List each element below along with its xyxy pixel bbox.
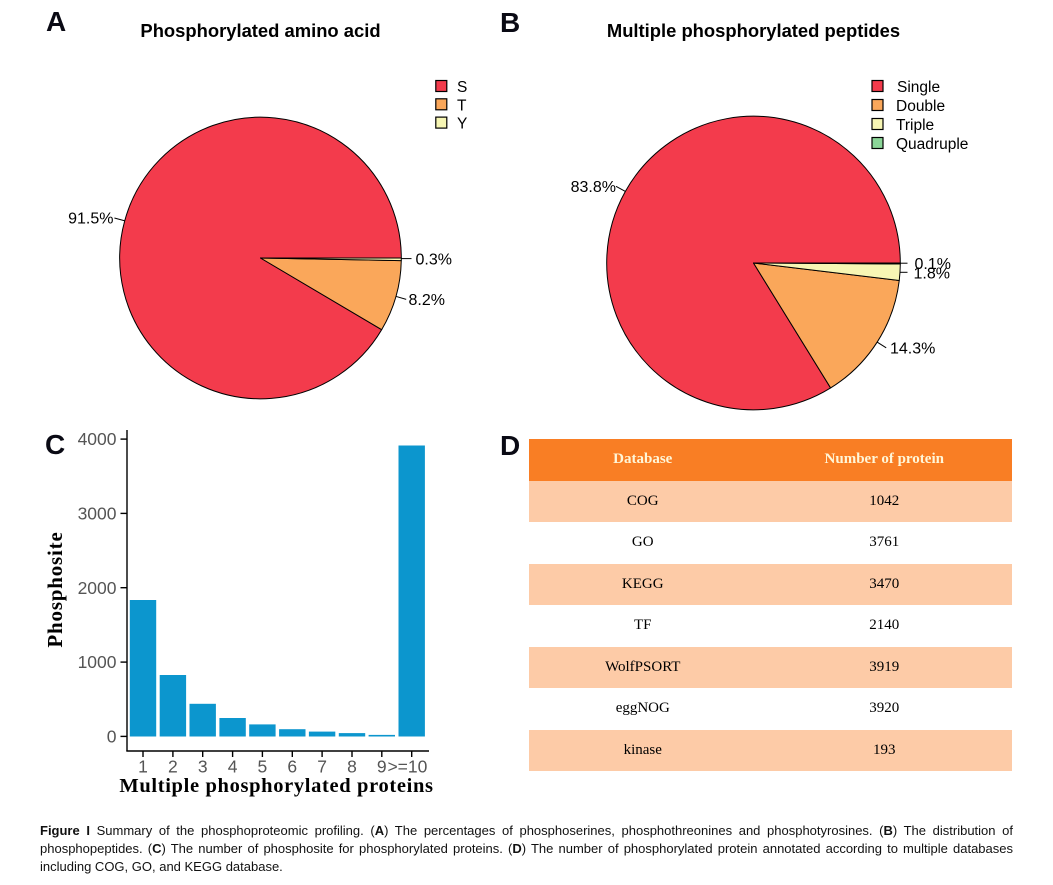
svg-text:2: 2 xyxy=(168,757,178,777)
svg-text:7: 7 xyxy=(317,757,327,777)
svg-text:9: 9 xyxy=(377,757,387,777)
svg-text:0: 0 xyxy=(107,727,117,747)
svg-text:8.2%: 8.2% xyxy=(409,292,445,309)
svg-text:S: S xyxy=(457,79,467,96)
svg-text:14.3%: 14.3% xyxy=(890,341,935,358)
svg-text:4: 4 xyxy=(228,757,238,777)
svg-text:Y: Y xyxy=(457,116,467,133)
svg-text:Double: Double xyxy=(896,98,945,115)
svg-text:0.1%: 0.1% xyxy=(915,256,951,273)
svg-text:>=10: >=10 xyxy=(387,757,427,777)
svg-text:2000: 2000 xyxy=(78,578,117,598)
svg-text:T: T xyxy=(457,97,467,114)
svg-text:0.3%: 0.3% xyxy=(416,252,452,269)
svg-text:3: 3 xyxy=(198,757,208,777)
svg-text:1000: 1000 xyxy=(78,652,117,672)
svg-text:1.8%: 1.8% xyxy=(914,266,950,283)
svg-text:Phosphosite: Phosphosite xyxy=(43,531,67,647)
svg-text:Triple: Triple xyxy=(896,117,934,134)
svg-text:3000: 3000 xyxy=(78,504,117,524)
svg-text:1: 1 xyxy=(138,757,148,777)
svg-text:Multiple phosphorylated protei: Multiple phosphorylated proteins xyxy=(119,775,433,797)
svg-text:83.8%: 83.8% xyxy=(571,179,616,196)
svg-text:6: 6 xyxy=(287,757,297,777)
svg-text:4000: 4000 xyxy=(78,429,117,449)
svg-text:Quadruple: Quadruple xyxy=(896,136,968,153)
svg-text:5: 5 xyxy=(258,757,268,777)
svg-text:Single: Single xyxy=(897,79,940,96)
svg-text:8: 8 xyxy=(347,757,357,777)
svg-text:91.5%: 91.5% xyxy=(68,211,113,228)
